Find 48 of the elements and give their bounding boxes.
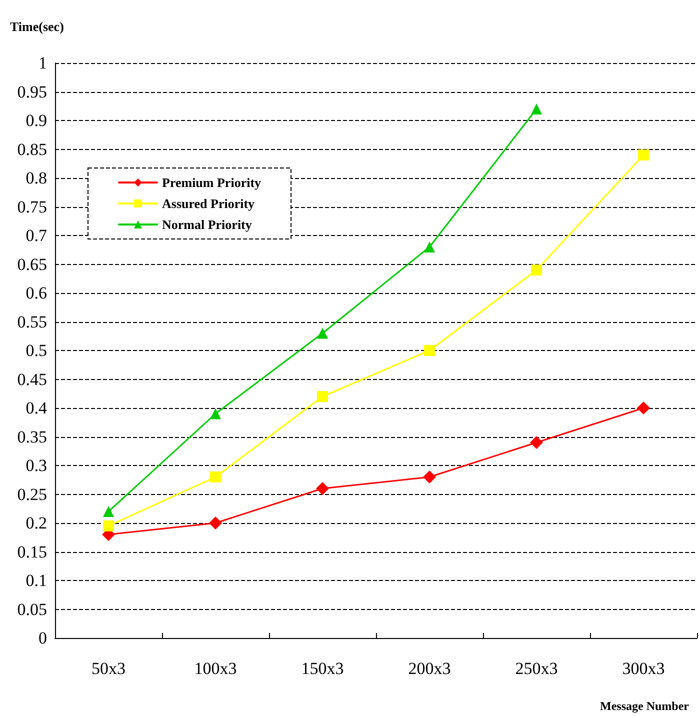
point xyxy=(531,104,542,114)
x-axis-title: Message Number xyxy=(600,699,690,713)
y-tick-label: 0.7 xyxy=(26,226,48,245)
legend-label: Assured Priority xyxy=(162,196,256,211)
point xyxy=(637,402,650,414)
point xyxy=(530,436,543,449)
y-tick-label: 0.6 xyxy=(26,284,47,302)
point xyxy=(210,408,221,420)
y-tick-label: 0.45 xyxy=(17,370,47,389)
point xyxy=(423,470,436,484)
y-tick-label: 0.15 xyxy=(17,542,47,562)
y-tick-label: 0.85 xyxy=(17,140,47,159)
y-tick-label: 0 xyxy=(38,628,47,648)
y-tick-label: 0.75 xyxy=(17,197,47,216)
x-tick-label: 150x3 xyxy=(301,659,344,678)
y-tick-label: 0.05 xyxy=(17,600,47,619)
y-tick-label: 0.1 xyxy=(26,571,47,590)
x-tick-label: 200x3 xyxy=(408,659,451,678)
y-tick-label: 0.35 xyxy=(17,427,47,446)
point xyxy=(103,520,114,532)
x-tick-label: 100x3 xyxy=(194,659,237,678)
y-tick-label: 1 xyxy=(38,54,47,72)
point xyxy=(316,482,329,495)
y-tick-label: 0.4 xyxy=(26,398,48,418)
point xyxy=(210,472,221,482)
point xyxy=(424,345,435,356)
point xyxy=(317,391,328,402)
legend-label: Premium Priority xyxy=(162,175,262,190)
x-tick-label: 250x3 xyxy=(515,659,558,678)
y-tick-label: 0.5 xyxy=(26,341,47,360)
y-tick-label: 0.25 xyxy=(17,484,47,504)
point xyxy=(424,242,435,252)
y-tick-label: 0.55 xyxy=(17,312,47,332)
y-tick-label: 0.3 xyxy=(26,456,47,475)
y-tick-label: 0.9 xyxy=(26,111,47,130)
y-axis-title: Time(sec) xyxy=(10,19,64,34)
y-tick-label: 0.65 xyxy=(17,254,47,274)
y-tick-label: 0.95 xyxy=(17,82,47,102)
x-tick-label: 300x3 xyxy=(622,659,665,678)
legend-label: Normal Priority xyxy=(162,217,252,232)
point xyxy=(317,328,328,339)
point xyxy=(638,150,649,160)
y-tick-label: 0.8 xyxy=(26,168,47,188)
x-tick-label: 50x3 xyxy=(92,659,126,678)
point xyxy=(209,516,222,530)
y-tick-label: 0.2 xyxy=(26,514,47,532)
point xyxy=(103,506,114,517)
point xyxy=(531,264,542,276)
